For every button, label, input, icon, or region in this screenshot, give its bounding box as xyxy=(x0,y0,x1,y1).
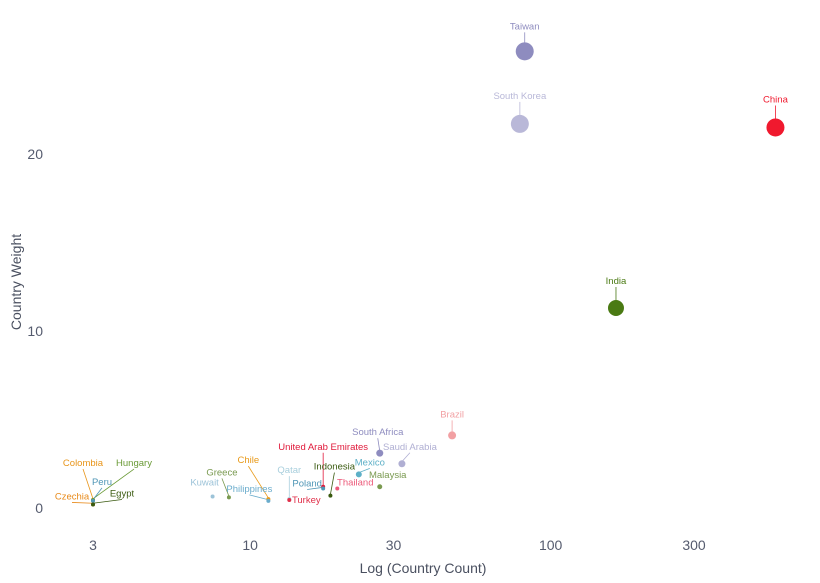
x-axis-title: Log (Country Count) xyxy=(360,560,487,576)
point-peru xyxy=(91,498,95,503)
point-label-turkey: Turkey xyxy=(292,495,321,506)
leader-line-czechia xyxy=(71,502,94,504)
leader-line-philippines xyxy=(249,494,269,501)
point-thailand xyxy=(335,486,340,491)
point-label-qatar: Qatar xyxy=(277,465,301,476)
y-tick-label-0: 0 xyxy=(35,500,43,516)
point-label-kuwait: Kuwait xyxy=(190,477,219,488)
point-greece xyxy=(226,495,231,500)
point-label-indonesia: Indonesia xyxy=(314,462,356,473)
point-india xyxy=(607,299,624,316)
point-brazil xyxy=(448,431,457,440)
leader-line-hungary xyxy=(92,468,135,500)
data-points xyxy=(91,42,785,507)
point-philippines xyxy=(266,498,271,503)
point-label-chile: Chile xyxy=(238,455,260,466)
point-label-greece: Greece xyxy=(206,467,237,478)
point-label-taiwan: Taiwan xyxy=(510,21,540,32)
point-label-south-africa: South Africa xyxy=(352,427,404,438)
point-label-philippines: Philippines xyxy=(226,484,272,495)
point-saudi-arabia xyxy=(398,460,406,468)
point-egypt xyxy=(91,502,95,507)
point-label-south-korea: South Korea xyxy=(493,91,547,102)
point-label-colombia: Colombia xyxy=(63,458,104,469)
y-axis-ticks: 0 10 20 xyxy=(27,146,43,516)
point-taiwan xyxy=(515,42,534,61)
leader-line-indonesia xyxy=(330,472,335,495)
y-tick-label-10: 10 xyxy=(27,323,43,339)
point-label-china: China xyxy=(763,94,789,105)
point-south-africa xyxy=(376,449,384,457)
point-label-egypt: Egypt xyxy=(110,488,135,499)
point-label-saudi-arabia: Saudi Arabia xyxy=(383,442,438,453)
leader-line-egypt xyxy=(92,499,123,504)
point-label-mexico: Mexico xyxy=(355,457,385,468)
point-label-brazil: Brazil xyxy=(440,409,464,420)
point-malaysia xyxy=(377,484,383,490)
point-label-united-arab-emirates: United Arab Emirates xyxy=(278,442,368,453)
leader-line-peru xyxy=(92,487,103,500)
x-tick-label-100: 100 xyxy=(539,537,563,553)
point-label-hungary: Hungary xyxy=(116,458,152,469)
y-axis-title: Country Weight xyxy=(8,234,24,330)
y-tick-label-20: 20 xyxy=(27,146,43,162)
point-south-korea xyxy=(510,114,529,133)
x-tick-label-3: 3 xyxy=(89,537,97,553)
point-labels: Taiwan South Korea China India Brazil South A… xyxy=(55,21,789,506)
x-axis-ticks: 3 10 30 100 300 xyxy=(89,537,706,553)
point-kuwait xyxy=(210,494,215,499)
x-tick-label-10: 10 xyxy=(242,537,258,553)
point-mexico xyxy=(355,471,362,478)
leader-line-greece xyxy=(221,478,230,497)
point-label-thailand: Thailand xyxy=(337,478,373,489)
leader-line-colombia xyxy=(82,468,94,499)
x-tick-label-30: 30 xyxy=(386,537,402,553)
leader-line-mexico xyxy=(358,467,370,473)
point-china xyxy=(766,118,785,137)
leader-line-saudi-arabia xyxy=(401,452,411,462)
leader-line-poland xyxy=(307,486,324,490)
point-indonesia xyxy=(328,493,333,498)
point-label-malaysia: Malaysia xyxy=(369,470,407,481)
label-leader-lines xyxy=(71,32,776,504)
point-label-czechia: Czechia xyxy=(55,491,90,502)
point-label-peru: Peru xyxy=(92,477,112,488)
point-label-poland: Poland xyxy=(292,479,322,490)
leader-line-south-africa xyxy=(377,438,381,452)
point-label-india: India xyxy=(606,276,627,287)
leader-line-chile xyxy=(248,465,269,499)
point-turkey xyxy=(287,498,292,503)
x-tick-label-300: 300 xyxy=(682,537,706,553)
point-poland xyxy=(321,486,326,491)
